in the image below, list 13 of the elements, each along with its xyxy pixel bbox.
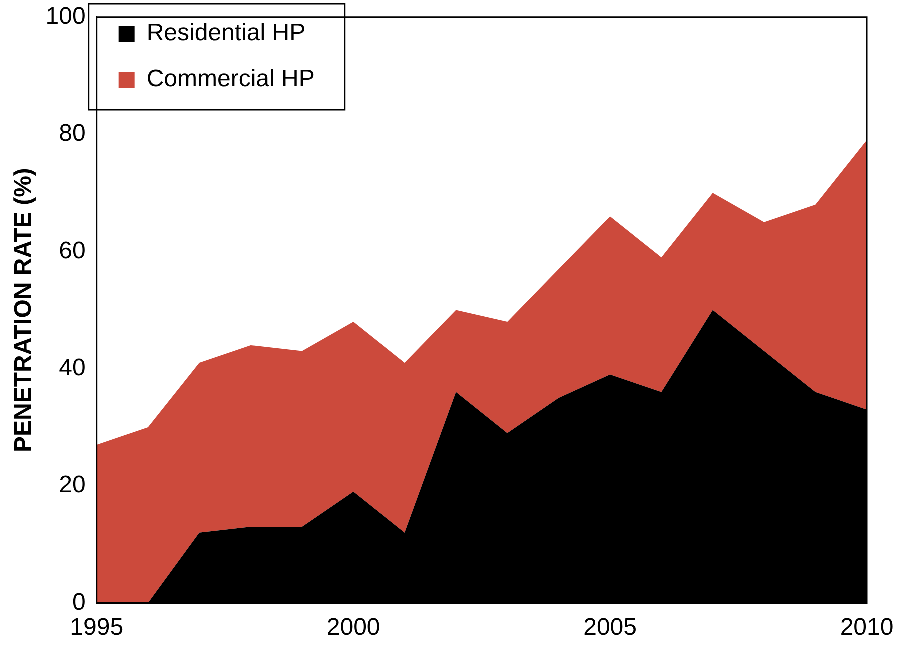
y-tick-label: 100	[46, 3, 86, 30]
y-tick-label: 40	[59, 354, 86, 382]
x-tick-label: 1995	[70, 614, 124, 642]
legend-label: Residential HP	[146, 20, 306, 47]
x-tick-label: 2010	[840, 614, 894, 642]
y-tick-label: 20	[59, 472, 86, 499]
legend-label: Commercial HP	[146, 66, 315, 93]
x-tick-label: 2005	[584, 614, 637, 642]
y-tick-label: 60	[59, 237, 86, 264]
y-tick-label: 0	[72, 588, 86, 616]
y-tick-label: 80	[59, 120, 86, 148]
x-tick-label: 2000	[326, 614, 380, 642]
y-axis-title: PENETRATION RATE (%)	[10, 168, 38, 453]
